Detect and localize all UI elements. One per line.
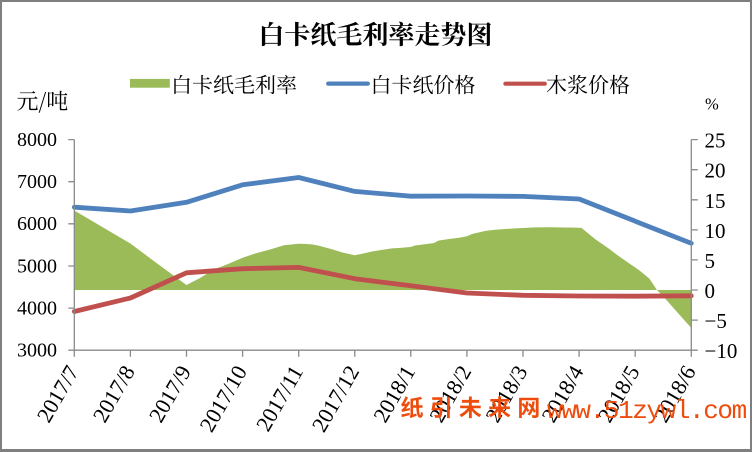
svg-text:25: 25 — [705, 129, 726, 153]
svg-text:%: % — [705, 95, 719, 114]
svg-text:2018/2: 2018/2 — [424, 361, 476, 426]
svg-text:15: 15 — [705, 189, 726, 213]
svg-text:3000: 3000 — [17, 340, 57, 362]
svg-text:2017/9: 2017/9 — [144, 361, 196, 426]
svg-text:5000: 5000 — [17, 255, 57, 277]
svg-text:2017/12: 2017/12 — [307, 361, 365, 436]
svg-text:2017/7: 2017/7 — [32, 361, 84, 426]
svg-text:0: 0 — [705, 279, 716, 303]
svg-text:8000: 8000 — [17, 129, 57, 151]
svg-text:2017/11: 2017/11 — [251, 361, 308, 435]
svg-text:−10: −10 — [705, 339, 738, 363]
svg-text:2017/10: 2017/10 — [194, 361, 252, 436]
svg-text:2017/8: 2017/8 — [88, 361, 140, 426]
svg-text:7000: 7000 — [17, 171, 57, 193]
svg-text:www.51zywl.com: www.51zywl.com — [547, 396, 747, 426]
svg-text:−5: −5 — [705, 309, 727, 333]
svg-text:6000: 6000 — [17, 213, 57, 235]
svg-text:20: 20 — [705, 159, 726, 183]
svg-text:10: 10 — [705, 219, 726, 243]
svg-text:2018/3: 2018/3 — [480, 361, 532, 426]
svg-text:4000: 4000 — [17, 298, 57, 320]
svg-text:5: 5 — [705, 249, 716, 273]
